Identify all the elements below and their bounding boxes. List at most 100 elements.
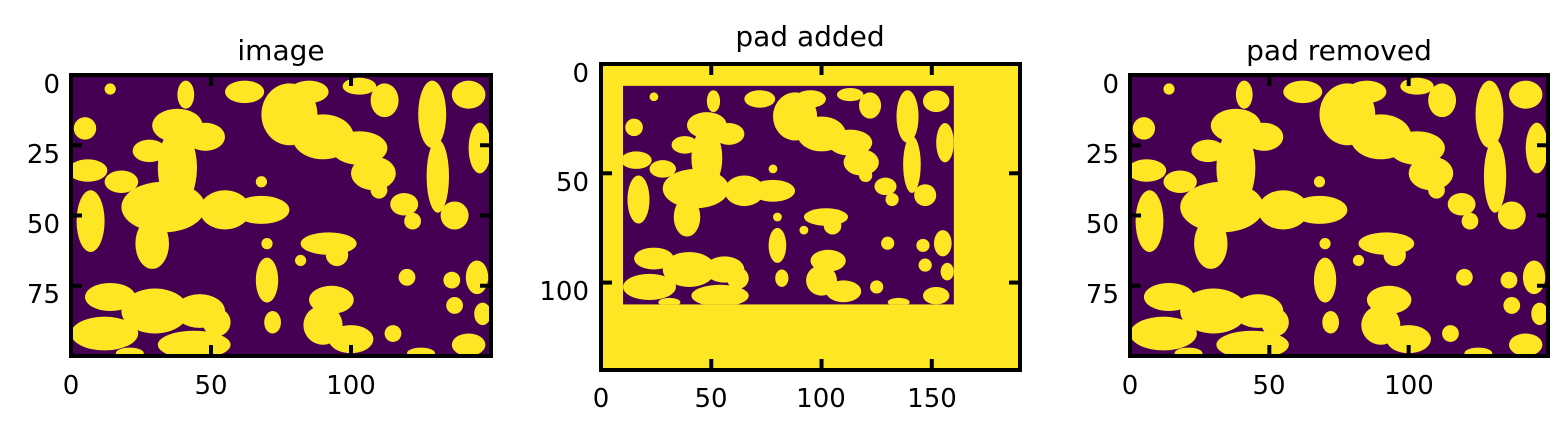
blob [916, 238, 930, 252]
blob [202, 308, 231, 337]
blob [1163, 170, 1197, 194]
blob [887, 297, 910, 305]
blob [1130, 316, 1197, 351]
axes-frame-pad-added [599, 62, 1022, 372]
blob [885, 192, 899, 207]
blob [896, 90, 919, 143]
ytick-label: 0 [43, 70, 60, 100]
blob [662, 168, 729, 209]
blob [1322, 311, 1339, 334]
blob [328, 325, 374, 354]
ytick-label: 0 [572, 59, 589, 89]
blob [1386, 325, 1431, 354]
heatmap-pad-removed [1130, 75, 1548, 356]
blob [104, 170, 139, 194]
blob [750, 179, 796, 202]
blob [384, 325, 402, 342]
blob [474, 302, 491, 326]
blob [1483, 139, 1507, 213]
blob [255, 257, 279, 303]
blob [1174, 347, 1203, 356]
blob-layer [71, 77, 491, 356]
blob [1163, 83, 1175, 95]
blob [671, 136, 699, 154]
blob [1508, 80, 1543, 109]
blob [1194, 218, 1228, 269]
blob [828, 129, 873, 156]
blob [1291, 195, 1348, 224]
blob [404, 212, 421, 230]
blob [1522, 260, 1546, 295]
blob [1244, 122, 1284, 151]
panel-image: image 0 25 50 75 0 50 100 [27, 34, 493, 401]
blob [843, 149, 879, 176]
blob [1500, 271, 1518, 289]
blob [418, 80, 447, 149]
blob [658, 297, 681, 305]
blob [1319, 237, 1331, 250]
blob [726, 267, 749, 290]
blob [823, 217, 842, 235]
heatmap-image [71, 75, 491, 356]
heatmap-pad-added [601, 64, 1020, 370]
blob [465, 260, 489, 295]
blob [706, 90, 721, 113]
blob [407, 347, 435, 356]
blob [870, 280, 884, 294]
blob [874, 177, 897, 196]
blob [71, 316, 139, 351]
blob [331, 131, 388, 165]
ytick-label: 25 [27, 140, 60, 170]
blob [768, 164, 778, 174]
blob [768, 227, 787, 263]
xtick-label: 0 [63, 371, 80, 401]
blob [936, 123, 954, 163]
ticks-image [69, 73, 491, 356]
blob [881, 236, 895, 250]
blob [1313, 257, 1337, 303]
blob [775, 269, 789, 287]
blob [1428, 83, 1457, 118]
blob [625, 118, 643, 137]
blob [1389, 131, 1445, 165]
xtick-label: 0 [593, 384, 610, 414]
blob [342, 77, 377, 95]
blob [724, 175, 765, 207]
xtick-label: 50 [194, 371, 227, 401]
blob [440, 201, 469, 230]
blob [1475, 80, 1504, 149]
blob [623, 273, 676, 301]
blob [627, 175, 650, 224]
blob [446, 296, 463, 314]
blob [940, 262, 954, 281]
blob [177, 80, 195, 109]
blob [1352, 254, 1365, 267]
blob [691, 284, 749, 305]
blob [1283, 80, 1323, 104]
blob [918, 258, 932, 272]
ytick-label: 50 [27, 210, 60, 240]
blob [1531, 302, 1548, 326]
blob [713, 123, 745, 145]
xtick-label: 100 [326, 371, 376, 401]
blob [1235, 80, 1253, 109]
blob [662, 251, 716, 287]
xtick-label: 0 [1122, 371, 1139, 401]
blob [903, 136, 921, 193]
blob [634, 247, 674, 270]
blob [1180, 288, 1248, 334]
blob [370, 181, 388, 199]
blob [1260, 308, 1289, 337]
blob [451, 333, 486, 356]
blob [325, 243, 349, 267]
blob [859, 92, 882, 119]
blob [370, 83, 399, 118]
blob [673, 197, 701, 237]
xtick-label: 150 [907, 384, 957, 414]
blob [261, 237, 273, 250]
panel-title-pad-removed: pad removed [1246, 34, 1432, 67]
blob [1508, 333, 1543, 356]
ytick-label: 75 [1086, 280, 1119, 310]
blob [1428, 181, 1445, 199]
